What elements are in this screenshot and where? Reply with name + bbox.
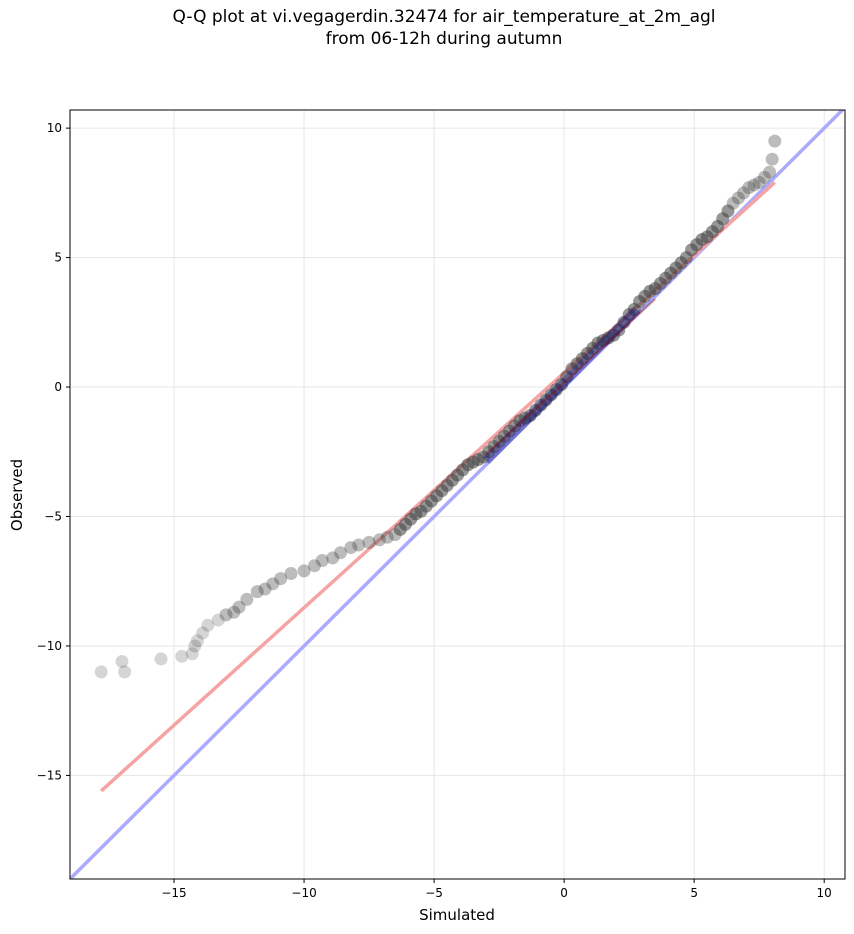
data-point bbox=[266, 577, 280, 591]
data-point bbox=[352, 538, 366, 552]
x-tick-label: −15 bbox=[161, 886, 186, 900]
y-tick-label: −10 bbox=[37, 639, 62, 653]
data-point bbox=[721, 204, 735, 218]
x-tick-label: −10 bbox=[291, 886, 316, 900]
y-tick-label: −15 bbox=[37, 768, 62, 782]
data-point bbox=[737, 186, 751, 200]
data-point bbox=[763, 165, 777, 179]
chart-title-line-1: Q-Q plot at vi.vegagerdin.32474 for air_… bbox=[172, 7, 716, 27]
x-tick-label: 10 bbox=[817, 886, 832, 900]
data-point bbox=[227, 605, 241, 619]
y-tick-label: 5 bbox=[54, 251, 62, 265]
y-tick-label: 10 bbox=[47, 121, 62, 135]
x-tick-label: 5 bbox=[690, 886, 698, 900]
data-point bbox=[757, 170, 771, 184]
data-point bbox=[115, 655, 129, 669]
data-point bbox=[731, 191, 745, 205]
data-point bbox=[747, 178, 761, 192]
data-point bbox=[333, 546, 347, 560]
data-point bbox=[185, 647, 199, 661]
y-axis-label: Observed bbox=[8, 459, 26, 531]
data-point bbox=[201, 618, 215, 632]
data-point bbox=[190, 634, 204, 648]
data-point bbox=[380, 530, 394, 544]
chart-title: Q-Q plot at vi.vegagerdin.32474 for air_… bbox=[0, 6, 854, 50]
data-point bbox=[284, 566, 298, 580]
data-point bbox=[372, 533, 386, 547]
data-point bbox=[118, 665, 132, 679]
data-point bbox=[768, 134, 782, 148]
data-point bbox=[307, 559, 321, 573]
y-tick-label: 0 bbox=[54, 380, 62, 394]
data-point bbox=[742, 181, 756, 195]
data-point bbox=[344, 541, 358, 555]
data-point bbox=[297, 564, 311, 578]
data-point bbox=[765, 152, 779, 166]
data-point bbox=[250, 585, 264, 599]
x-tick-label: −5 bbox=[425, 886, 443, 900]
core-points-overlay bbox=[482, 306, 641, 465]
chart-title-line-2: from 06-12h during autumn bbox=[325, 29, 563, 49]
axis-ticks: −15 −10 −5 0 5 10 −15 −10 −5 0 5 10 bbox=[37, 121, 832, 900]
grid bbox=[70, 110, 845, 879]
y-tick-label: −5 bbox=[44, 510, 62, 524]
data-point bbox=[154, 652, 168, 666]
plot-area bbox=[70, 110, 845, 879]
data-point bbox=[211, 613, 225, 627]
data-point bbox=[258, 582, 272, 596]
data-point bbox=[94, 665, 108, 679]
data-point bbox=[175, 649, 189, 663]
data-point bbox=[219, 608, 233, 622]
x-tick-label: 0 bbox=[560, 886, 568, 900]
data-point bbox=[752, 175, 766, 189]
data-point bbox=[196, 626, 210, 640]
core-fit-overlay bbox=[485, 298, 656, 456]
plot-frame bbox=[69, 109, 846, 880]
data-point bbox=[188, 639, 202, 653]
data-point bbox=[326, 551, 340, 565]
data-point bbox=[274, 572, 288, 586]
data-point bbox=[232, 600, 246, 614]
data-point bbox=[362, 535, 376, 549]
data-point bbox=[315, 554, 329, 568]
data-point bbox=[726, 196, 740, 210]
data-point bbox=[240, 592, 254, 606]
x-axis-label: Simulated bbox=[419, 906, 495, 924]
